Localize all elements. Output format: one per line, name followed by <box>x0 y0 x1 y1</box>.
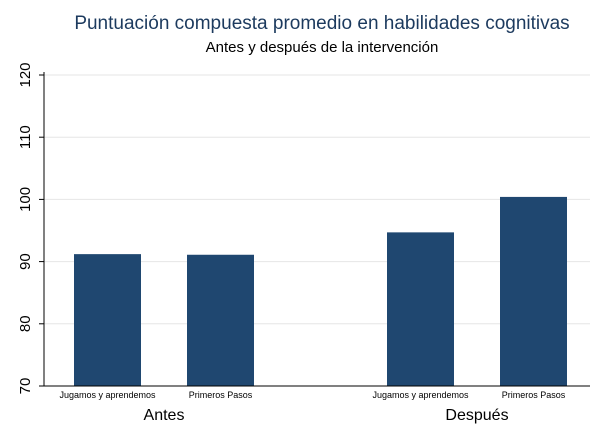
bar-category-label: Primeros Pasos <box>189 390 253 400</box>
y-axis: 70 80 90 100 110 120 <box>17 62 44 394</box>
bar-category-label: Jugamos y aprendemos <box>59 390 156 400</box>
bar-category-label: Jugamos y aprendemos <box>372 390 469 400</box>
group-label: Después <box>445 407 508 424</box>
group-label: Antes <box>144 407 185 424</box>
y-tick-label: 120 <box>17 62 34 87</box>
y-tick-label: 70 <box>17 378 34 395</box>
y-tick-label: 110 <box>17 125 34 149</box>
bar <box>187 254 254 386</box>
bars <box>74 196 567 386</box>
x-axis: Jugamos y aprendemos Primeros Pasos Antes J… <box>59 390 565 424</box>
y-tick-label: 80 <box>17 315 34 332</box>
bar <box>500 196 567 386</box>
bar <box>74 254 141 386</box>
bar-category-label: Primeros Pasos <box>502 390 566 400</box>
chart-subtitle: Antes y después de la intervención <box>206 39 439 56</box>
y-tick-label: 100 <box>17 187 34 212</box>
bar <box>387 232 454 386</box>
chart-title: Puntuación compuesta promedio en habilid… <box>74 13 569 34</box>
y-tick-label: 90 <box>17 253 34 270</box>
